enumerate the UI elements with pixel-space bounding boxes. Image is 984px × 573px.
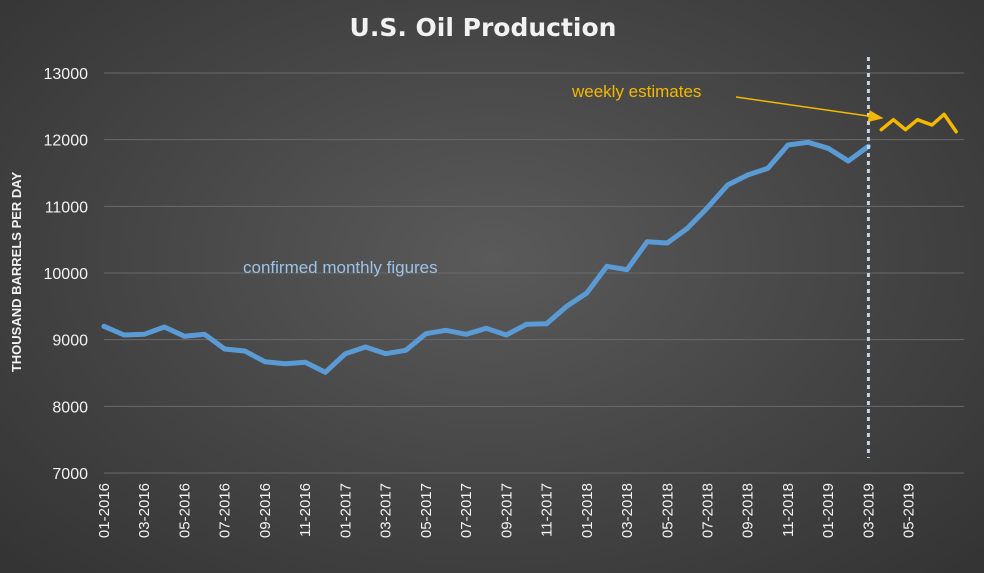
annotation-weekly-estimates: weekly estimates <box>571 82 701 101</box>
series <box>101 112 958 375</box>
x-tick-label: 11-2016 <box>297 483 314 537</box>
x-tick-label: 07-2017 <box>458 483 475 538</box>
x-tick-label: 09-2018 <box>740 483 757 538</box>
x-tick-labels: 01-2016 03-2016 05-2016 07-2016 09-2016 11-20… <box>96 483 918 538</box>
series-line <box>879 112 958 134</box>
annotation-arrow <box>735 96 884 123</box>
y-tick-label: 10000 <box>44 266 89 283</box>
y-tick-label: 12000 <box>44 133 89 150</box>
y-tick-labels: 7000 8000 9000 10000 11000 12000 13000 <box>44 66 89 483</box>
x-tick-label: 05-2016 <box>176 483 193 538</box>
x-tick-label: 05-2018 <box>659 483 676 538</box>
grid-lines <box>104 72 964 474</box>
y-axis-label: THOUSAND BARRELS PER DAY <box>9 172 24 373</box>
y-tick-label: 8000 <box>52 399 88 416</box>
y-tick-label: 7000 <box>52 466 88 483</box>
annotation-confirmed-monthly: confirmed monthly figures <box>243 258 438 277</box>
x-tick-label: 09-2017 <box>498 483 515 538</box>
x-tick-label: 11-2018 <box>780 483 797 537</box>
x-tick-label: 01-2016 <box>96 483 113 538</box>
x-tick-label: 01-2017 <box>337 483 354 538</box>
x-tick-label: 03-2016 <box>136 483 153 538</box>
x-tick-label: 01-2019 <box>820 483 837 538</box>
x-tick-label: 03-2018 <box>619 483 636 538</box>
y-tick-label: 11000 <box>45 199 88 216</box>
x-tick-label: 01-2018 <box>579 483 596 538</box>
x-tick-label: 07-2018 <box>700 483 717 538</box>
x-tick-label: 09-2016 <box>257 483 274 538</box>
x-tick-label: 03-2017 <box>378 483 395 538</box>
x-tick-label: 07-2016 <box>217 483 234 538</box>
annotations: weekly estimates confirmed monthly figur… <box>243 82 884 277</box>
chart-title: U.S. Oil Production <box>350 13 617 42</box>
y-tick-label: 13000 <box>44 66 89 83</box>
series-line <box>101 139 871 375</box>
x-tick-label: 05-2019 <box>901 483 918 538</box>
x-tick-label: 05-2017 <box>418 483 435 538</box>
x-tick-label: 03-2019 <box>860 483 877 538</box>
x-tick-label: 11-2017 <box>539 483 556 537</box>
y-tick-label: 9000 <box>52 333 88 350</box>
